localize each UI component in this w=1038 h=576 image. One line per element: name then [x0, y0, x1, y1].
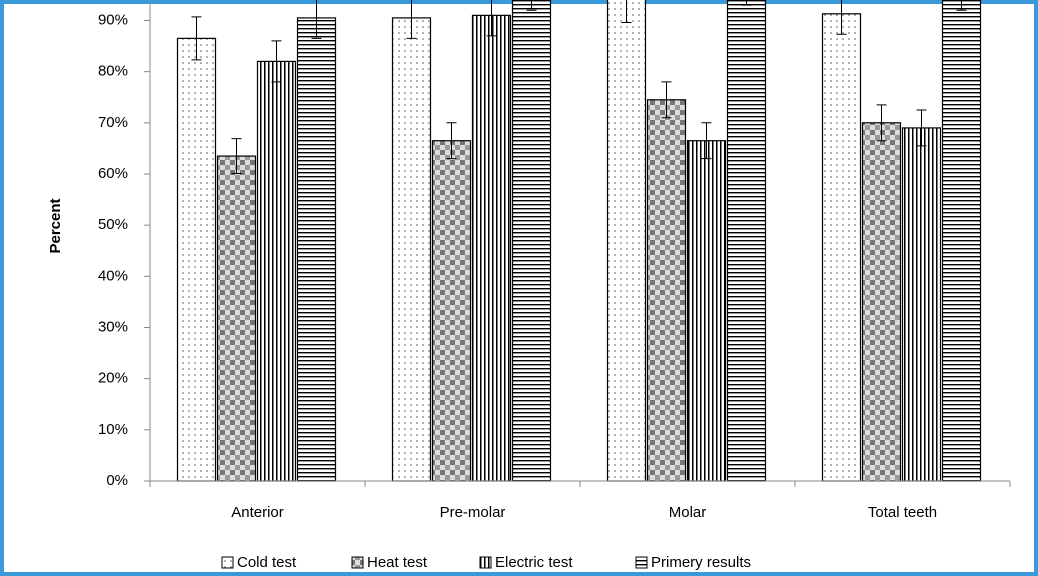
legend-label: Cold test [237, 554, 297, 571]
bar [686, 140, 727, 482]
x-tick-label: Molar [669, 504, 707, 521]
bar [391, 17, 432, 482]
bar [941, 0, 982, 482]
legend-swatch [635, 556, 648, 569]
error-bar [231, 138, 242, 174]
bar [861, 122, 902, 482]
error-bar [526, 0, 537, 11]
error-bar [621, 0, 632, 24]
error-bar [916, 109, 927, 147]
error-bar [836, 0, 847, 35]
bar [471, 14, 512, 482]
y-tick-label: 20% [98, 370, 128, 387]
plot [176, 0, 982, 482]
bar [606, 0, 647, 482]
legend-swatch [351, 556, 364, 569]
bar [296, 17, 337, 482]
bar [726, 0, 767, 482]
y-tick-label: 50% [98, 216, 128, 233]
bar [511, 0, 552, 482]
y-tick-label: 10% [98, 421, 128, 438]
legend-label: Heat test [367, 554, 428, 571]
y-axis-label: Percent [47, 198, 64, 253]
error-bar [406, 0, 417, 39]
error-bar [271, 40, 282, 83]
error-bar [191, 16, 202, 61]
error-bar [741, 0, 752, 6]
legend-label: Primery results [651, 554, 751, 571]
bar [901, 127, 942, 482]
error-bar [661, 81, 672, 119]
x-tick-label: Total teeth [868, 504, 937, 521]
y-tick-label: 30% [98, 318, 128, 335]
x-tick-label: Anterior [231, 504, 284, 521]
y-tick-label: 40% [98, 267, 128, 284]
error-bar [956, 0, 967, 11]
bar [216, 155, 257, 482]
y-tick-label: 0% [106, 472, 128, 489]
error-bar [486, 0, 497, 37]
y-tick-label: 90% [98, 11, 128, 28]
legend-swatch [221, 556, 234, 569]
x-tick-label: Pre-molar [440, 504, 506, 521]
y-tick-label: 70% [98, 114, 128, 131]
bar [256, 60, 297, 482]
legend-label: Electric test [495, 554, 573, 571]
legend-swatch [479, 556, 492, 569]
bar [176, 37, 217, 482]
error-bar [876, 104, 887, 142]
y-tick-label: 80% [98, 63, 128, 80]
bar [431, 140, 472, 482]
error-bar [311, 0, 322, 39]
error-bar [446, 122, 457, 160]
y-tick-label: 60% [98, 165, 128, 182]
bar [646, 99, 687, 482]
bar [821, 13, 862, 482]
error-bar [701, 122, 712, 160]
